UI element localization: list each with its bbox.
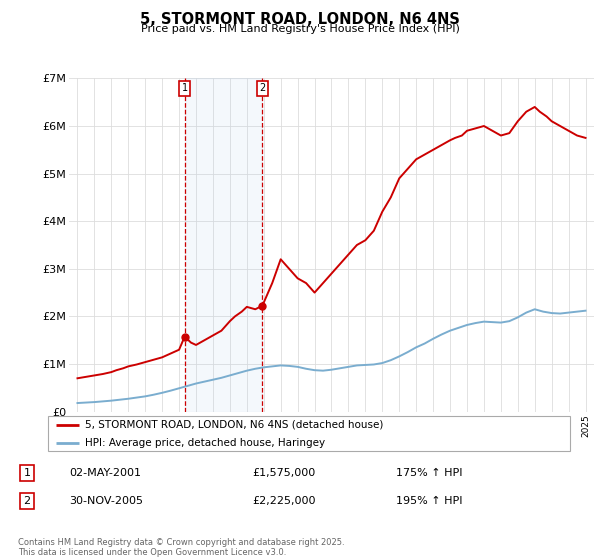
Text: £1,575,000: £1,575,000 bbox=[252, 468, 315, 478]
Bar bbox=[185, 78, 262, 412]
Text: 2: 2 bbox=[23, 496, 31, 506]
Text: 1: 1 bbox=[23, 468, 31, 478]
Text: Contains HM Land Registry data © Crown copyright and database right 2025.
This d: Contains HM Land Registry data © Crown c… bbox=[18, 538, 344, 557]
Text: HPI: Average price, detached house, Haringey: HPI: Average price, detached house, Hari… bbox=[85, 438, 325, 448]
Text: 30-NOV-2005: 30-NOV-2005 bbox=[69, 496, 143, 506]
Text: 02-MAY-2001: 02-MAY-2001 bbox=[69, 468, 141, 478]
Text: £2,225,000: £2,225,000 bbox=[252, 496, 316, 506]
FancyBboxPatch shape bbox=[48, 416, 570, 451]
Text: 5, STORMONT ROAD, LONDON, N6 4NS (detached house): 5, STORMONT ROAD, LONDON, N6 4NS (detach… bbox=[85, 420, 383, 430]
Text: 2: 2 bbox=[259, 83, 266, 94]
Text: 195% ↑ HPI: 195% ↑ HPI bbox=[396, 496, 463, 506]
Text: 175% ↑ HPI: 175% ↑ HPI bbox=[396, 468, 463, 478]
Text: Price paid vs. HM Land Registry's House Price Index (HPI): Price paid vs. HM Land Registry's House … bbox=[140, 24, 460, 34]
Text: 1: 1 bbox=[182, 83, 188, 94]
Text: 5, STORMONT ROAD, LONDON, N6 4NS: 5, STORMONT ROAD, LONDON, N6 4NS bbox=[140, 12, 460, 27]
